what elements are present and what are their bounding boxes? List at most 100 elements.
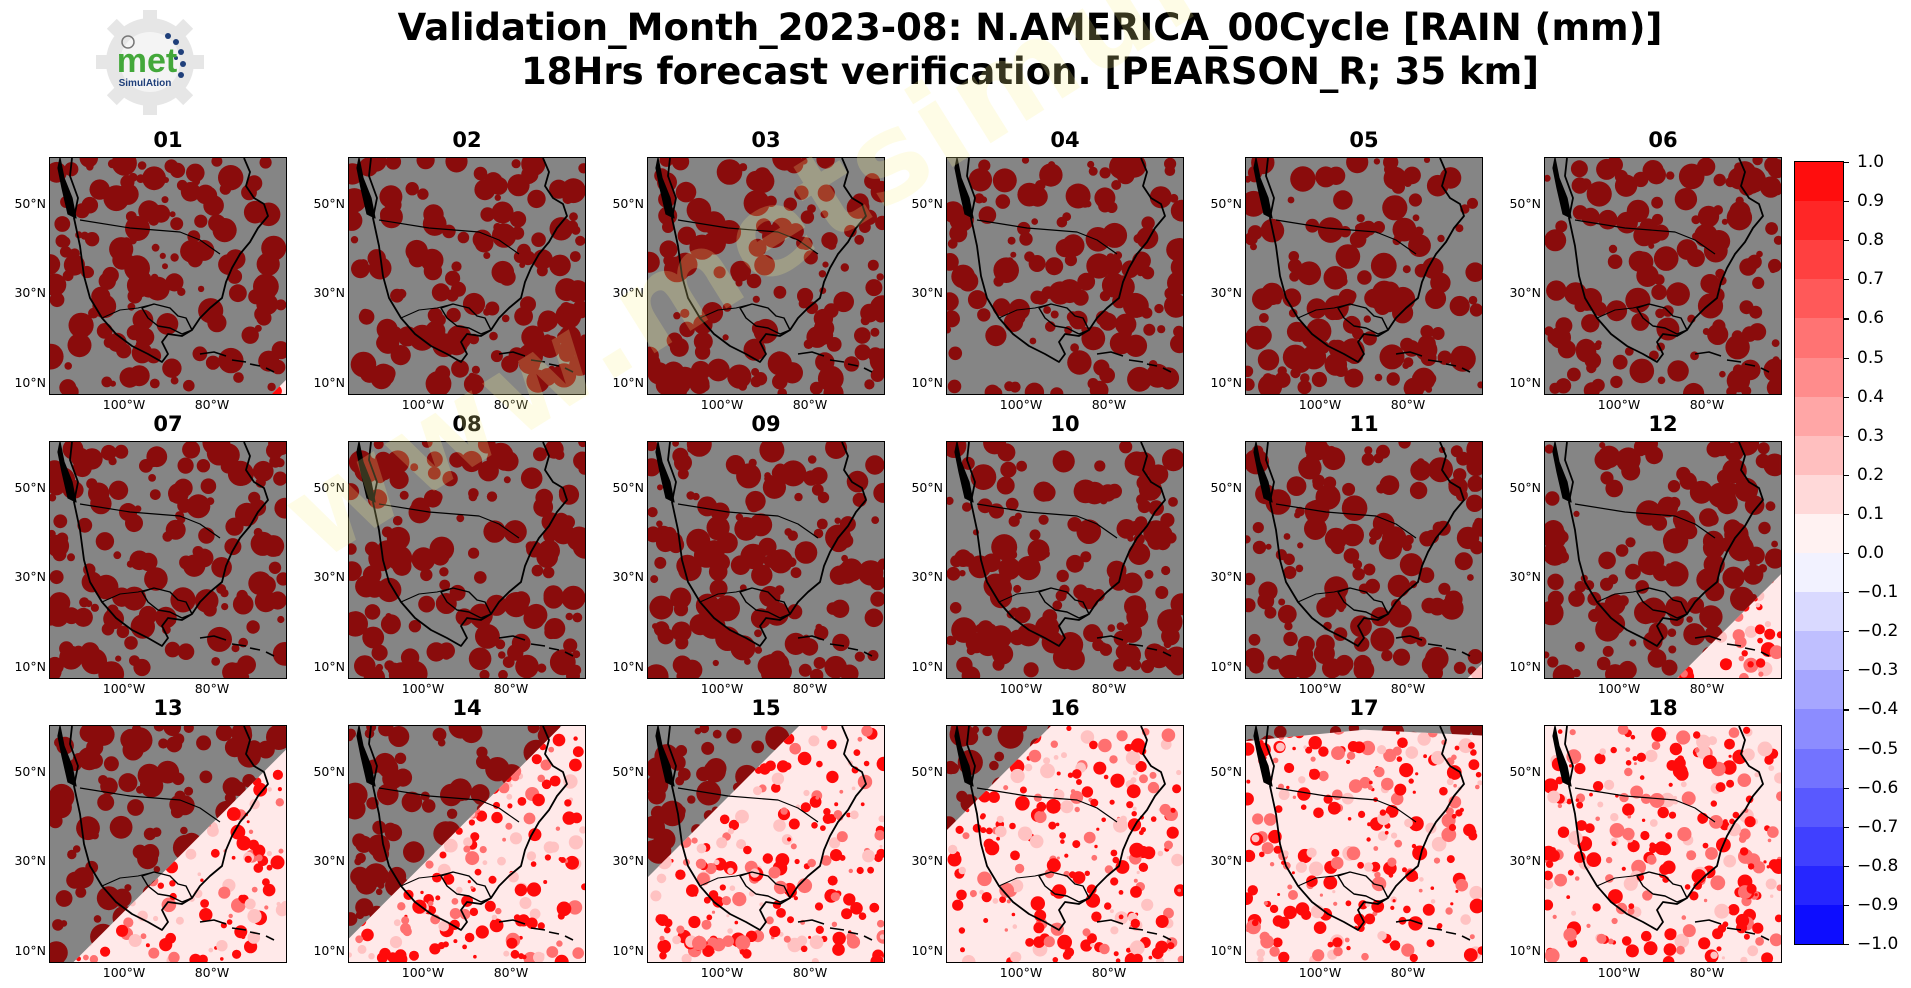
panel-title: 12 [1648, 412, 1678, 436]
map-svg [648, 726, 884, 962]
lon-label: 80°W [1689, 397, 1725, 412]
colorbar-tick-label: −0.2 [1857, 621, 1899, 642]
lat-label: 30°N [14, 853, 46, 868]
colorbar-tick-label: 0.6 [1857, 308, 1885, 329]
colorbar-bin [1795, 553, 1843, 593]
lon-label: 80°W [493, 681, 529, 696]
map-svg [947, 726, 1183, 962]
lon-label: 100°W [102, 397, 146, 412]
panel-title: 08 [452, 412, 482, 436]
map-svg [50, 158, 286, 394]
lon-label: 80°W [194, 965, 230, 980]
panel-title: 03 [751, 128, 781, 152]
colorbar-tick [1843, 279, 1849, 281]
lat-label: 50°N [14, 480, 46, 495]
map-panel [1544, 725, 1782, 963]
panel-title: 13 [153, 696, 183, 720]
met-simulation-logo: met SimulAtion [96, 10, 204, 115]
lon-label: 80°W [1390, 965, 1426, 980]
lon-label: 80°W [1091, 681, 1127, 696]
colorbar-tick [1843, 865, 1849, 867]
colorbar-tick-label: −0.3 [1857, 660, 1899, 681]
lat-label: 30°N [911, 285, 943, 300]
colorbar-tick [1843, 709, 1849, 711]
lat-label: 10°N [313, 943, 345, 958]
colorbar-tick [1843, 201, 1849, 203]
colorbar-bin [1795, 474, 1843, 515]
lat-label: 50°N [1210, 196, 1242, 211]
map-svg [1545, 726, 1781, 962]
colorbar-bin [1795, 787, 1843, 828]
colorbar-tick [1843, 787, 1849, 789]
colorbar-tick [1843, 318, 1849, 320]
map-svg [349, 726, 585, 962]
colorbar-tick-label: 0.2 [1857, 464, 1885, 485]
colorbar-tick [1843, 396, 1849, 398]
map-panel [946, 441, 1184, 679]
lat-label: 10°N [1210, 659, 1242, 674]
colorbar-tick [1843, 513, 1849, 516]
map-panel [49, 441, 287, 679]
colorbar-tick-label: 0.1 [1857, 503, 1885, 524]
colorbar-tick-label: −0.9 [1857, 894, 1899, 915]
lat-label: 50°N [1509, 196, 1541, 211]
logo-word: met [117, 42, 177, 80]
lat-label: 10°N [1509, 943, 1541, 958]
panel-title: 14 [452, 696, 482, 720]
colorbar-tick [1843, 240, 1849, 242]
lon-label: 100°W [1597, 965, 1641, 980]
lon-label: 80°W [194, 681, 230, 696]
lat-label: 10°N [911, 375, 943, 390]
map-panel [946, 157, 1184, 395]
colorbar-bin [1795, 748, 1843, 789]
map-svg [1246, 442, 1482, 678]
map-panel [647, 725, 885, 963]
colorbar-bin [1795, 513, 1843, 554]
panel-title: 05 [1349, 128, 1379, 152]
colorbar-tick [1843, 553, 1849, 555]
panel-title: 18 [1648, 696, 1678, 720]
colorbar-tick-label: −1.0 [1857, 934, 1899, 954]
lat-label: 30°N [911, 853, 943, 868]
lon-label: 100°W [1298, 397, 1342, 412]
panel-title: 02 [452, 128, 482, 152]
lon-label: 100°W [401, 397, 445, 412]
lat-label: 10°N [14, 375, 46, 390]
colorbar-tick [1843, 944, 1849, 946]
panel-title: 15 [751, 696, 781, 720]
map-panel [1245, 725, 1483, 963]
panel-title: 11 [1349, 412, 1379, 436]
panel-title: 06 [1648, 128, 1678, 152]
lon-label: 80°W [1689, 681, 1725, 696]
map-panel [49, 157, 287, 395]
colorbar-bin [1795, 826, 1843, 867]
colorbar-bin [1795, 201, 1843, 241]
lon-label: 80°W [1689, 965, 1725, 980]
colorbar-tick-label: 0.5 [1857, 347, 1885, 368]
lat-label: 50°N [14, 764, 46, 779]
colorbar-bin [1795, 865, 1843, 906]
lat-label: 10°N [612, 943, 644, 958]
map-panel [1245, 157, 1483, 395]
lon-label: 100°W [999, 965, 1043, 980]
lon-label: 80°W [792, 965, 828, 980]
figure-title: Validation_Month_2023-08: N.AMERICA_00Cy… [240, 6, 1820, 94]
lat-label: 30°N [612, 569, 644, 584]
lat-label: 30°N [1210, 569, 1242, 584]
colorbar-bin [1795, 357, 1843, 398]
map-svg [349, 442, 585, 678]
lat-label: 30°N [313, 285, 345, 300]
panel-title: 04 [1050, 128, 1080, 152]
lat-label: 50°N [313, 764, 345, 779]
lat-label: 50°N [1509, 480, 1541, 495]
lat-label: 50°N [313, 480, 345, 495]
lat-label: 30°N [612, 285, 644, 300]
lon-label: 80°W [1091, 965, 1127, 980]
lon-label: 100°W [999, 681, 1043, 696]
map-svg [648, 442, 884, 678]
colorbar-tick [1843, 826, 1849, 828]
lat-label: 30°N [911, 569, 943, 584]
lon-label: 100°W [1298, 681, 1342, 696]
logo-subtext: SimulAtion [119, 78, 172, 89]
lon-label: 80°W [792, 681, 828, 696]
